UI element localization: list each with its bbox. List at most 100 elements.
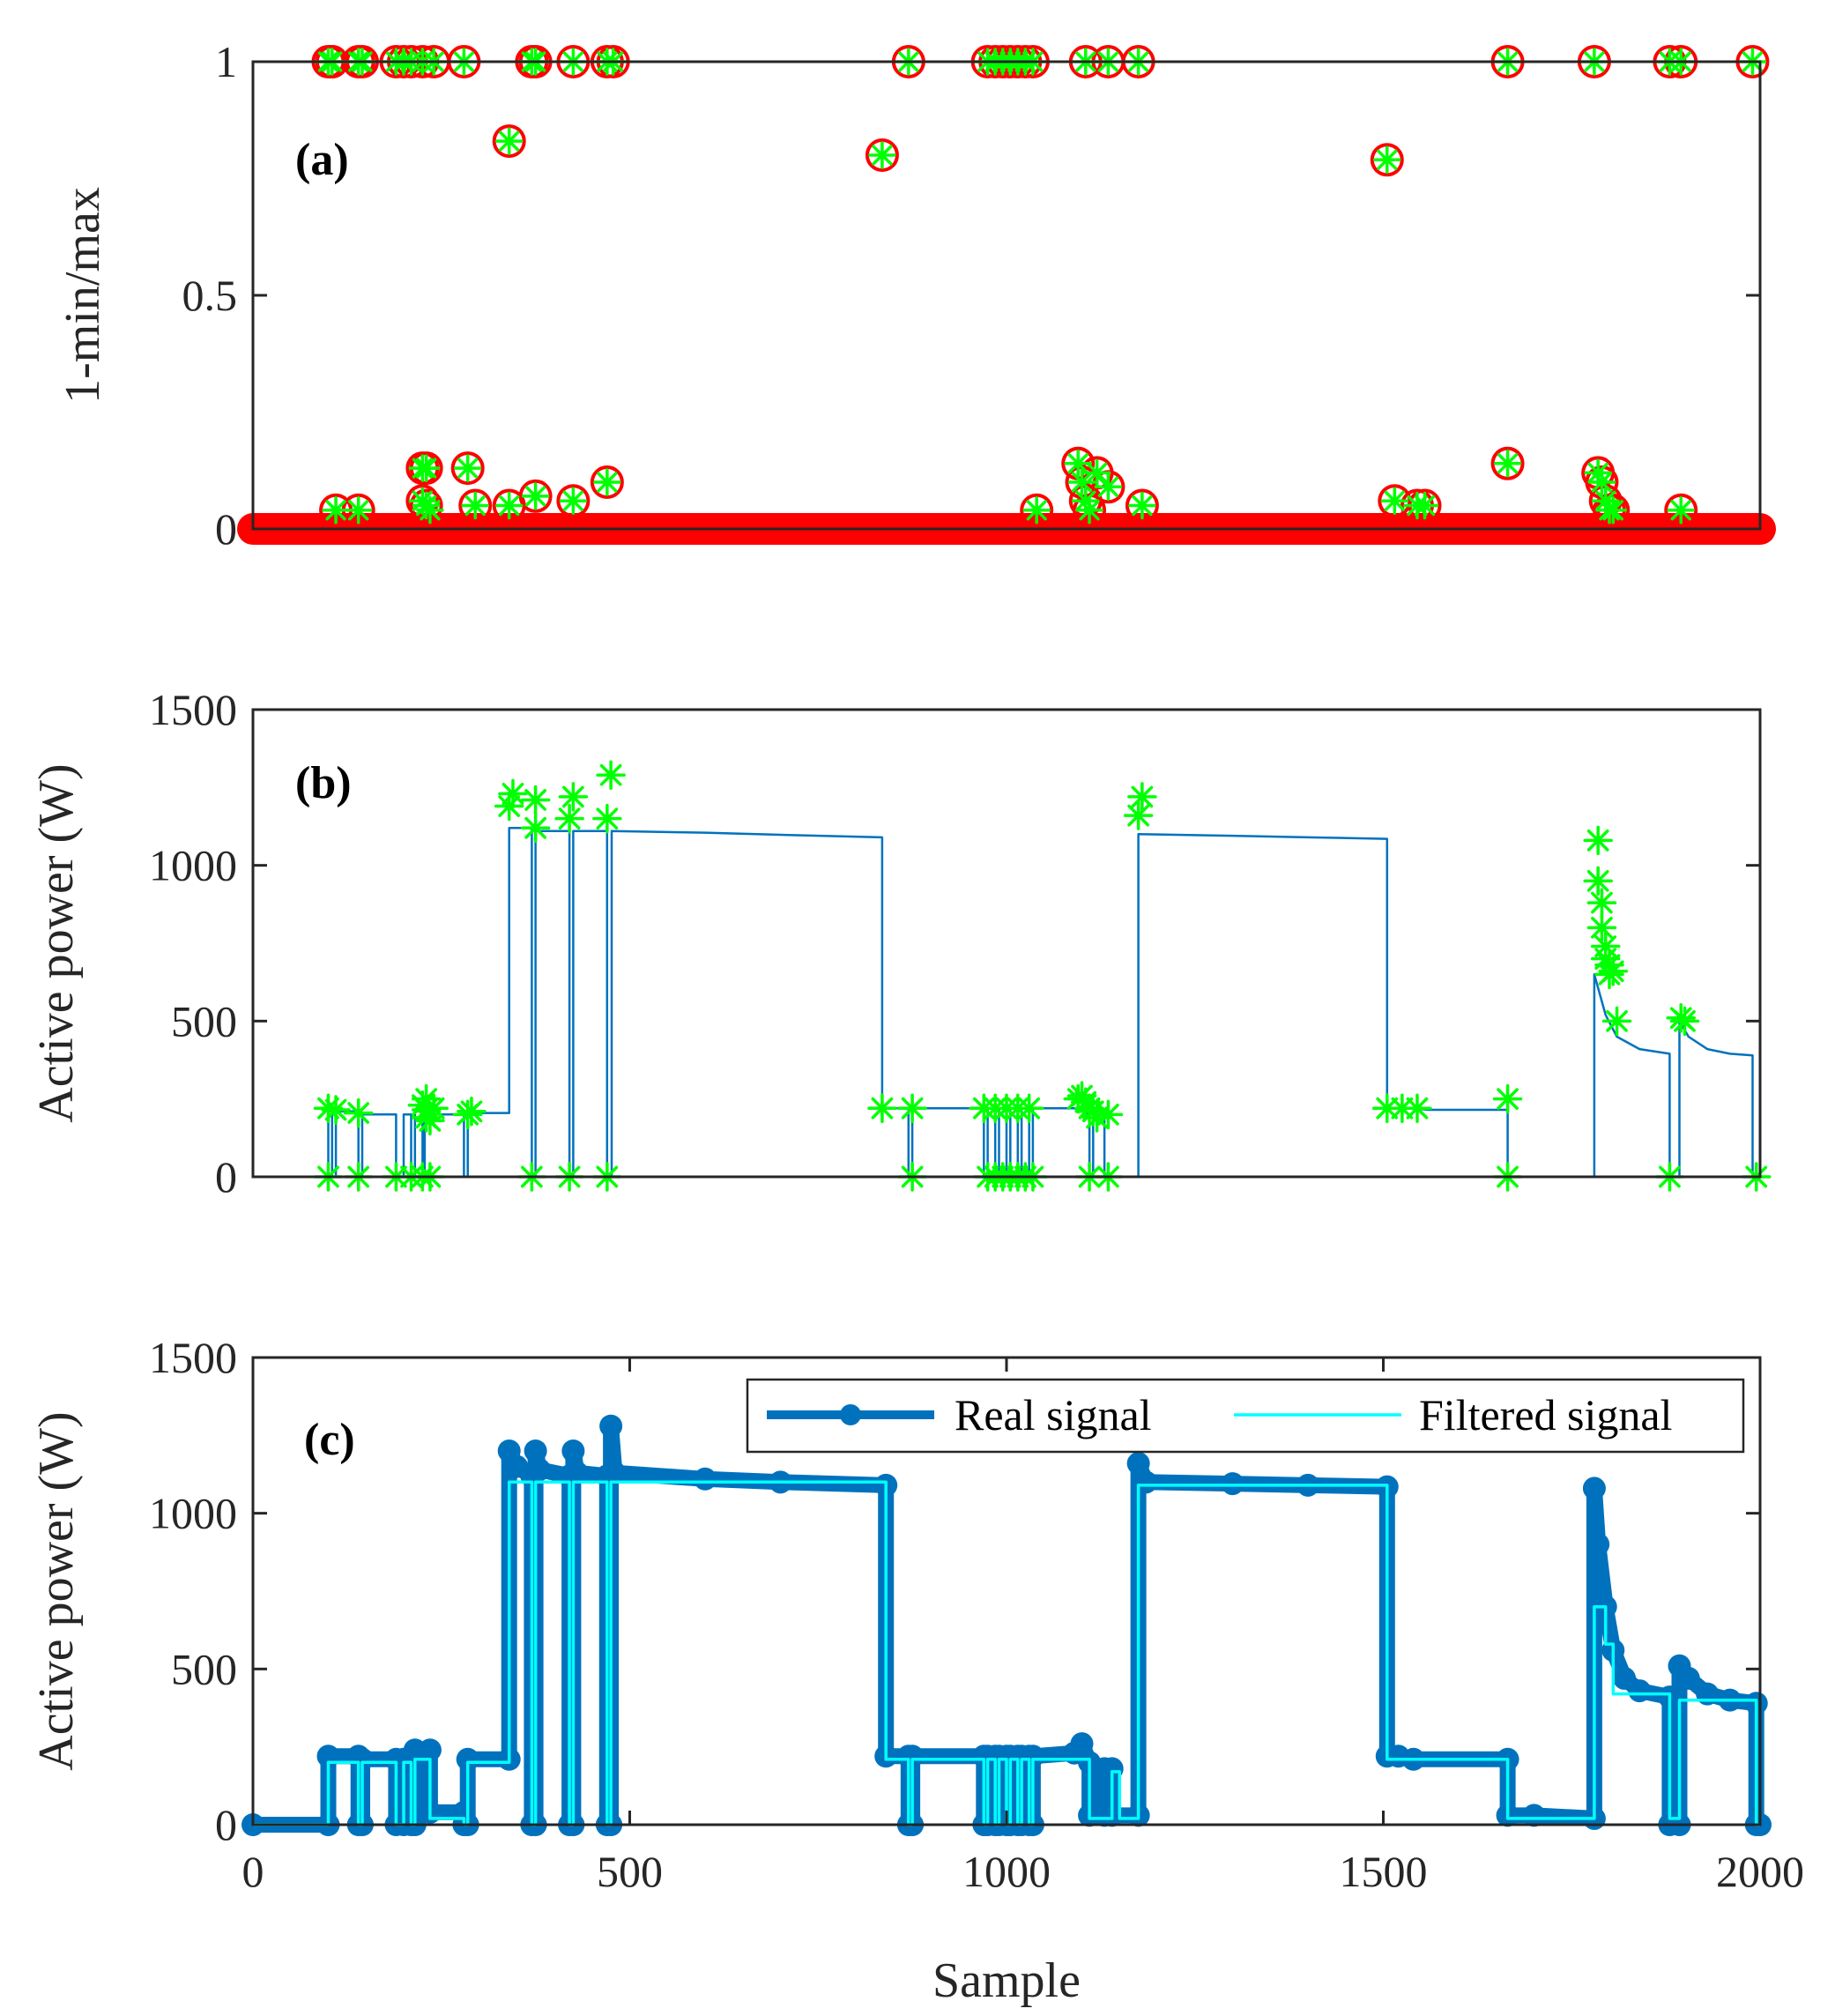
panel-a-green-star-54 <box>1128 491 1156 520</box>
panel-a-ytick-label-1: 0.5 <box>182 271 238 320</box>
panel-c-real-signal-marker-99 <box>1696 1682 1720 1706</box>
panel-c-xtick-label-3: 1500 <box>1340 1847 1428 1896</box>
panel-a-green-star-46 <box>593 468 621 496</box>
panel-a-label: (a) <box>295 135 349 185</box>
legend-real-marker <box>840 1404 861 1425</box>
panel-b-green-star-62 <box>1586 912 1617 943</box>
panel-c-ytick-label-1: 500 <box>171 1644 237 1693</box>
panel-c-real-signal-marker-33 <box>565 1461 589 1484</box>
panel-c-real-signal-marker-27 <box>524 1439 547 1462</box>
panel-b-label: (b) <box>295 758 352 808</box>
panel-a-red-circle-45 <box>590 465 624 499</box>
panel-a-green-star-48 <box>1064 450 1092 478</box>
panel-c-real-signal-marker-73 <box>1100 1757 1124 1781</box>
panel-a-red-circle-43 <box>518 479 553 513</box>
panel-a-green-star-42 <box>461 491 489 520</box>
panel-c-real-signal-marker-32 <box>561 1439 585 1462</box>
panel-c-real-signal-marker-66 <box>1021 1744 1044 1768</box>
panel-a-green-star-41 <box>453 454 482 482</box>
panel-c-real-signal-marker-6 <box>350 1747 374 1771</box>
legend-real-label: Real signal <box>955 1390 1152 1439</box>
panel-c-real-signal-marker-88 <box>1582 1477 1606 1500</box>
panel-b-green-star-56 <box>1402 1093 1432 1124</box>
panel-c-real-signal-marker-37 <box>599 1414 623 1438</box>
panel-c-real-signal-marker-20 <box>456 1747 479 1771</box>
panel-a-red-circle-39 <box>409 488 443 523</box>
panel-a-ytick-label-2: 1 <box>215 37 237 86</box>
panel-b-green-star-22 <box>554 803 584 834</box>
panel-c-real-signal-marker-78 <box>1221 1472 1244 1496</box>
panel-c-xtick-label-2: 1000 <box>962 1847 1051 1896</box>
panel-c-ytick-label-3: 1500 <box>149 1333 237 1382</box>
panel-c-real-signal-marker-46 <box>901 1744 925 1768</box>
panel-c-ylabel: Active power (W) <box>29 1411 84 1770</box>
panel-b-ytick-label-3: 1500 <box>149 685 237 734</box>
panel-c-real-signal-marker-38 <box>603 1461 627 1484</box>
panel-b-data-layer <box>253 760 1772 1192</box>
panel-a-red-circle-41 <box>458 488 493 523</box>
panel-c-real-signal-marker-39 <box>694 1467 717 1491</box>
panel-b-green-star-67 <box>1598 956 1629 986</box>
panel-c-xtick-label-1: 500 <box>597 1847 663 1896</box>
panel-c-ytick-label-2: 1000 <box>149 1489 237 1538</box>
panel-a-green-star-57 <box>1410 491 1439 520</box>
panel-b-green-star-53 <box>1127 782 1157 812</box>
panel-a-green-star-47 <box>1022 496 1051 524</box>
panel-b-ylabel: Active power (W) <box>29 763 84 1122</box>
panel-a-green-star-16 <box>868 141 896 169</box>
panel-b-green-star-52 <box>1123 800 1154 830</box>
panel-a-red-circle-16 <box>865 138 899 172</box>
panel-b-green-star-29 <box>897 1093 927 1124</box>
panel-b-green-star-61 <box>1586 888 1617 918</box>
panel-c-real-signal-marker-98 <box>1676 1666 1700 1690</box>
panel-a-green-star-40 <box>416 496 444 524</box>
panel-b-green-star-23 <box>558 782 589 812</box>
panel-c-ytick-label-0: 0 <box>215 1800 237 1849</box>
panel-a: 00.51 (a) 1-min/max <box>56 37 1776 554</box>
panel-a-red-circle-46 <box>1020 493 1054 527</box>
panel-a-red-circle-57 <box>1490 446 1525 480</box>
panel-b-green-star-2 <box>343 1097 374 1128</box>
panel-c-axes: 0 500 1000 1500 0 500 1000 1500 2000 <box>149 1333 1804 1896</box>
panel-b-ytick-label-2: 1000 <box>149 841 237 890</box>
panel-a-green-star-45 <box>559 487 588 515</box>
panel-b-green-star-57 <box>1492 1083 1523 1114</box>
panel-b-green-star-68 <box>1601 1006 1632 1037</box>
panel-b-axes: 0 500 1000 1500 <box>149 685 1762 1201</box>
panel-a-red-circle-40 <box>450 451 485 486</box>
panel-a-green-star-53 <box>1094 472 1123 502</box>
panel-b-green-star-16 <box>457 1097 487 1127</box>
panel-a-green-star-58 <box>1493 450 1522 478</box>
panel-b-green-star-59 <box>1583 825 1613 856</box>
panel-b: 0 500 1000 1500 (b) Active power (W) <box>29 685 1772 1201</box>
panel-a-red-circle-63 <box>1664 493 1698 527</box>
panel-b-green-star-19 <box>520 813 551 844</box>
panel-a-red-circle-10 <box>492 124 526 159</box>
panel-a-red-circle-53 <box>1125 488 1159 523</box>
panel-b-frame <box>251 708 1762 1179</box>
panel-b-green-star-25 <box>592 803 622 834</box>
panel-b-green-star-1 <box>321 1095 351 1125</box>
legend: Real signal Filtered signal <box>746 1378 1745 1454</box>
legend-filtered-label: Filtered signal <box>1419 1390 1672 1439</box>
panel-c-real-signal-marker-15 <box>418 1738 442 1762</box>
panel-a-green-star-35 <box>344 496 373 524</box>
panel-a-green-star-52 <box>1082 458 1111 487</box>
panel-b-green-star-14 <box>415 1105 445 1136</box>
panel-a-green-star-43 <box>494 491 524 520</box>
panel-c-xlabel: Sample <box>932 1953 1081 2008</box>
panel-c-real-signal-marker-92 <box>1613 1666 1637 1690</box>
panel-a-ytick-label-0: 0 <box>215 504 237 554</box>
panel-b-green-star-28 <box>867 1093 897 1124</box>
panel-a-green-star-64 <box>1667 496 1695 524</box>
panel-c-real-signal-marker-76 <box>1126 1452 1150 1476</box>
panel-a-green-star-34 <box>322 496 350 524</box>
panel-b-green-star-20 <box>520 785 551 815</box>
panel-a-green-star-63 <box>1599 496 1628 524</box>
panel-a-green-star-51 <box>1075 496 1103 524</box>
panel-b-green-star-60 <box>1583 866 1613 896</box>
panel-b-green-star-18 <box>498 778 528 809</box>
panel-c-xtick-label-0: 0 <box>242 1847 264 1896</box>
panel-a-green-star-60 <box>1587 468 1616 496</box>
